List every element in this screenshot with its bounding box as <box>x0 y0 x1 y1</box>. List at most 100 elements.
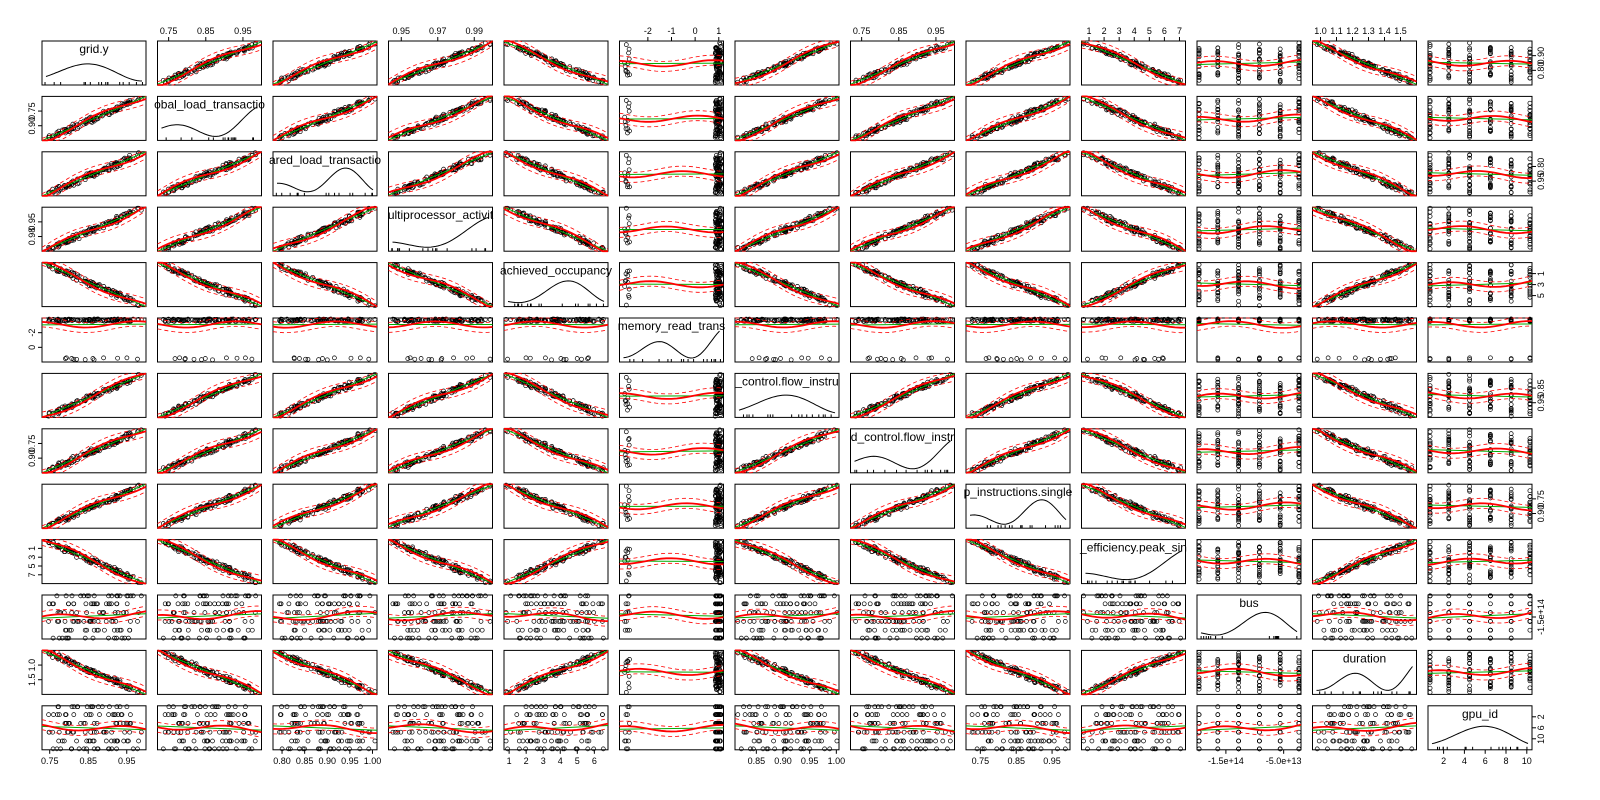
panel-grid.y-vs-executed_control.flow_instructions <box>734 40 840 86</box>
spread-band-upper <box>619 54 724 62</box>
data-point <box>910 56 916 62</box>
spread-band-lower <box>157 49 262 86</box>
data-point <box>326 61 332 67</box>
panel-grid.y-vs-bus <box>1196 40 1302 86</box>
panel-global_load_transactions-vs-bus <box>1196 95 1302 141</box>
data-point <box>339 50 345 56</box>
data-point <box>626 46 632 52</box>
panel-shared_load_transactions-vs-multiprocessor_activity <box>388 150 493 197</box>
data-point <box>717 48 722 53</box>
spread-band-lower <box>273 48 378 86</box>
panel-shared_load_transactions-vs-memory_read_transactions <box>619 150 724 197</box>
data-point <box>453 50 459 56</box>
spread-band-lower <box>503 43 609 86</box>
spread-band-upper <box>157 40 262 83</box>
spread-band-lower <box>388 45 493 86</box>
panel-grid.y-vs-achieved_occupancy <box>503 40 609 86</box>
panel-global_load_transactions-vs-global_load_transactions: obal_load_transactio <box>154 95 265 141</box>
data-point <box>625 72 630 78</box>
diagonal-label: ared_load_transactio <box>269 153 381 167</box>
data-point <box>713 75 719 81</box>
panel-shared_load_transactions-vs-flop_efficiency.peak_single <box>1081 150 1186 197</box>
panel-shared_load_transactions-vs-achieved_occupancy <box>503 150 609 197</box>
panel-global_load_transactions-vs-multiprocessor_activity <box>388 95 493 141</box>
density-curve <box>45 63 143 82</box>
panel-grid.y-vs-duration <box>1312 40 1417 86</box>
panel-shared_load_transactions-vs-executed_control.flow_instructions <box>734 150 840 197</box>
panel-shared_load_transactions-vs-grid.y <box>41 150 147 197</box>
panel-global_load_transactions-vs-duration <box>1312 95 1417 141</box>
data-point <box>322 63 328 69</box>
data-point <box>528 53 534 58</box>
panel-grid.y-vs-gpu_id <box>1427 40 1533 86</box>
smoothed-fit-line <box>966 43 1071 86</box>
diagonal-label: obal_load_transactio <box>154 97 265 111</box>
smoothed-fit-line <box>272 43 378 86</box>
data-point <box>292 75 298 81</box>
spread-band-upper <box>965 40 1071 84</box>
panel-shared_load_transactions-vs-flop_instructions.single <box>965 150 1071 197</box>
spread-band-upper <box>388 40 493 80</box>
spread-band-lower <box>850 48 955 86</box>
panel-global_load_transactions-vs-grid.y <box>41 95 147 142</box>
panel-grid.y-vs-flop_efficiency.peak_single <box>1081 40 1186 86</box>
data-point <box>741 75 746 81</box>
data-point <box>623 68 629 73</box>
spread-band-lower <box>619 64 724 72</box>
data-point <box>716 54 722 59</box>
panel-global_load_transactions-vs-flop_instructions.single <box>965 95 1071 142</box>
panel-multiprocessor_activity-vs-memory_read_transactions <box>619 205 724 252</box>
smoothed-fit-line <box>850 43 955 86</box>
panel-global_load_transactions-vs-executed_control.flow_instructions <box>734 95 840 142</box>
spread-band-upper <box>850 40 955 82</box>
spread-band-upper <box>504 40 609 77</box>
smoothed-fit-line <box>388 40 493 86</box>
panel-multiprocessor_activity-vs-grid.y <box>41 205 147 253</box>
data-point <box>718 71 724 77</box>
panel-grid.y-vs-memory_read_transactions <box>619 40 724 86</box>
data-point <box>580 69 586 74</box>
panel-global_load_transactions-vs-memory_read_transactions <box>619 95 724 141</box>
panel-multiprocessor_activity-vs-multiprocessor_activity: ultiprocessor_activit <box>388 206 494 252</box>
panel-grid.y-vs-multiprocessor_activity <box>388 40 493 86</box>
panel-multiprocessor_activity-vs-achieved_occupancy <box>503 205 609 253</box>
smoothed-fit-line <box>157 43 262 86</box>
data-point <box>279 75 284 81</box>
data-point <box>717 41 723 47</box>
spread-band-lower <box>966 48 1071 86</box>
data-point <box>715 61 720 67</box>
panel-multiprocessor_activity-vs-shared_load_transactions <box>272 205 378 252</box>
panel-global_load_transactions-vs-gpu_id <box>1427 95 1533 141</box>
data-point <box>718 75 724 81</box>
panel-grid.y-vs-grid.y: grid.y <box>41 40 147 86</box>
panel-shared_load_transactions-vs-gpu_id <box>1427 150 1533 197</box>
panel-shared_load_transactions-vs-shared_load_transactions: ared_load_transactio <box>269 151 381 197</box>
panel-grid.y-vs-flop_instructions.single <box>965 40 1071 86</box>
panel-grid.y-vs-global_load_transactions <box>157 40 262 86</box>
spread-band-upper <box>272 40 378 83</box>
data-point <box>713 61 718 67</box>
data-point <box>627 72 632 78</box>
panel-multiprocessor_activity-vs-executed_control.flow_instructions <box>734 205 840 253</box>
panel-shared_load_transactions-vs-duration <box>1312 150 1417 197</box>
data-point <box>716 51 722 57</box>
panel-global_load_transactions-vs-shared_load_transactions <box>272 95 378 142</box>
panel-grid.y-vs-shared_load_transactions <box>272 40 378 86</box>
panel-grid.y-vs-issued_control.flow_instructions <box>850 40 955 86</box>
panel-multiprocessor_activity-vs-global_load_transactions <box>157 205 262 252</box>
data-point <box>623 42 629 47</box>
data-point <box>470 46 475 51</box>
panel-global_load_transactions-vs-issued_control.flow_instructions <box>850 95 955 142</box>
smoothed-fit-line <box>619 59 724 68</box>
smoothed-fit-line <box>734 40 840 85</box>
diagonal-label: ultiprocessor_activit <box>388 208 494 222</box>
spread-band-upper <box>734 40 839 79</box>
spread-band-lower <box>735 46 840 86</box>
data-point <box>713 78 718 83</box>
data-point <box>441 56 446 62</box>
panel-global_load_transactions-vs-flop_efficiency.peak_single <box>1081 95 1186 141</box>
panel-multiprocessor_activity-vs-issued_control.flow_instructions <box>850 205 955 252</box>
panel-global_load_transactions-vs-achieved_occupancy <box>503 95 609 141</box>
panel-shared_load_transactions-vs-bus <box>1196 150 1302 197</box>
